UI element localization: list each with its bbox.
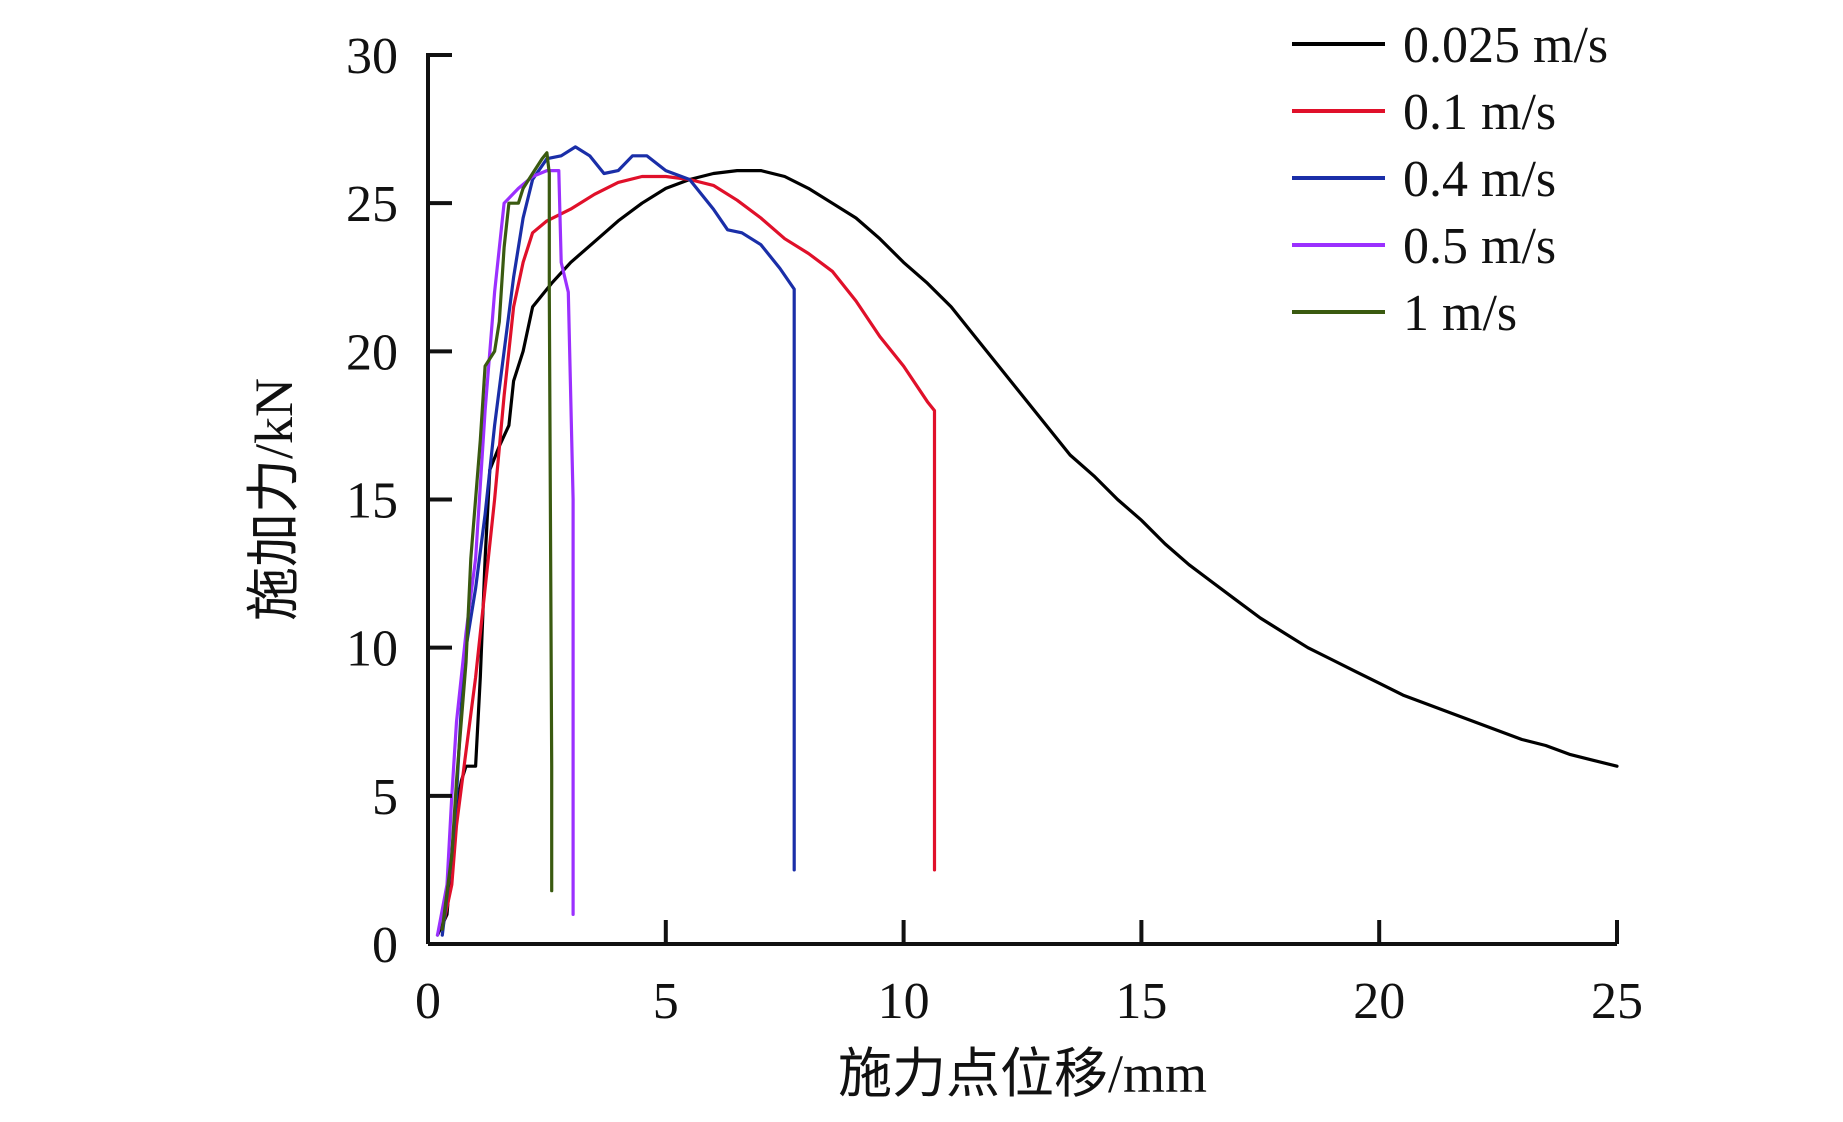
x-tick-label: 15 bbox=[1115, 973, 1167, 1030]
series-line-2 bbox=[440, 145, 796, 937]
x-tick-label: 25 bbox=[1591, 973, 1643, 1030]
y-tick-label: 20 bbox=[346, 324, 398, 381]
series-layer bbox=[435, 145, 1619, 937]
legend-label-0: 0.025 m/s bbox=[1403, 17, 1608, 74]
series-line-4 bbox=[440, 151, 554, 931]
legend-label-4: 1 m/s bbox=[1403, 285, 1517, 342]
tick-labels: 0 5 10 15 20 25 0 5 10 15 20 25 30 bbox=[346, 28, 1643, 1030]
x-tick-label: 0 bbox=[415, 973, 441, 1030]
legend-label-1: 0.1 m/s bbox=[1403, 84, 1556, 141]
legend-label-3: 0.5 m/s bbox=[1403, 218, 1556, 275]
y-tick-label: 30 bbox=[346, 28, 398, 85]
axes bbox=[426, 53, 1619, 946]
series-line-3 bbox=[435, 169, 575, 937]
x-tick-label: 5 bbox=[653, 973, 679, 1030]
x-tick-label: 10 bbox=[878, 973, 930, 1030]
x-axis-title: 施力点位移/mm bbox=[838, 1044, 1207, 1104]
legend-label-2: 0.4 m/s bbox=[1403, 151, 1556, 208]
y-tick-label: 25 bbox=[346, 176, 398, 233]
legend: 0.025 m/s 0.1 m/s 0.4 m/s 0.5 m/s 1 m/s bbox=[1292, 17, 1608, 342]
y-tick-label: 10 bbox=[346, 621, 398, 678]
y-axis-title: 施加力/kN bbox=[244, 378, 304, 621]
x-tick-label: 20 bbox=[1353, 973, 1405, 1030]
y-tick-label: 0 bbox=[372, 917, 398, 974]
y-tick-label: 15 bbox=[346, 473, 398, 530]
series-line-1 bbox=[440, 174, 937, 931]
y-tick-label: 5 bbox=[372, 769, 398, 826]
